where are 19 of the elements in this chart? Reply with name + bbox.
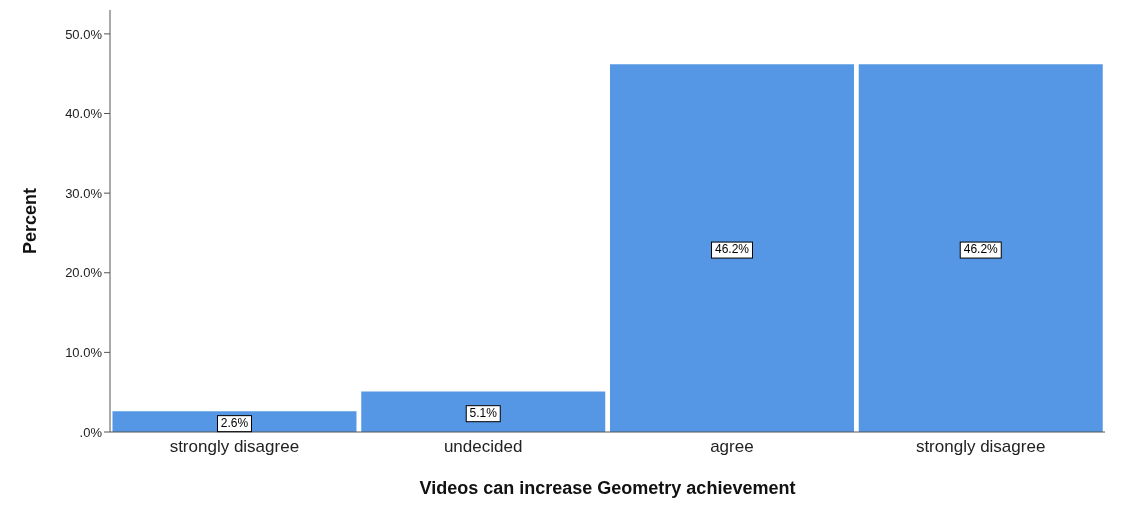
y-tick-label: .0%: [79, 424, 103, 440]
x-tick-label: strongly disagree: [169, 437, 300, 457]
data-label: 46.2%: [714, 242, 750, 257]
x-tick-label: undecided: [443, 437, 523, 457]
data-label: 5.1%: [469, 405, 498, 420]
bar: [609, 64, 854, 432]
y-tick-label: 10.0%: [65, 344, 103, 360]
y-tick-label: 20.0%: [65, 265, 103, 281]
x-axis-title: Videos can increase Geometry achievement: [419, 478, 796, 498]
data-label: 2.6%: [220, 415, 249, 430]
y-tick-label: 50.0%: [65, 26, 103, 42]
bar: [361, 391, 606, 432]
x-tick-label: strongly disagree: [915, 437, 1046, 457]
data-label: 46.2%: [963, 242, 999, 257]
y-axis-title: Percent: [20, 187, 41, 255]
y-tick-label: 40.0%: [65, 106, 103, 122]
bar: [858, 64, 1103, 432]
x-tick-label: agree: [710, 437, 754, 457]
y-tick-label: 30.0%: [65, 185, 103, 201]
